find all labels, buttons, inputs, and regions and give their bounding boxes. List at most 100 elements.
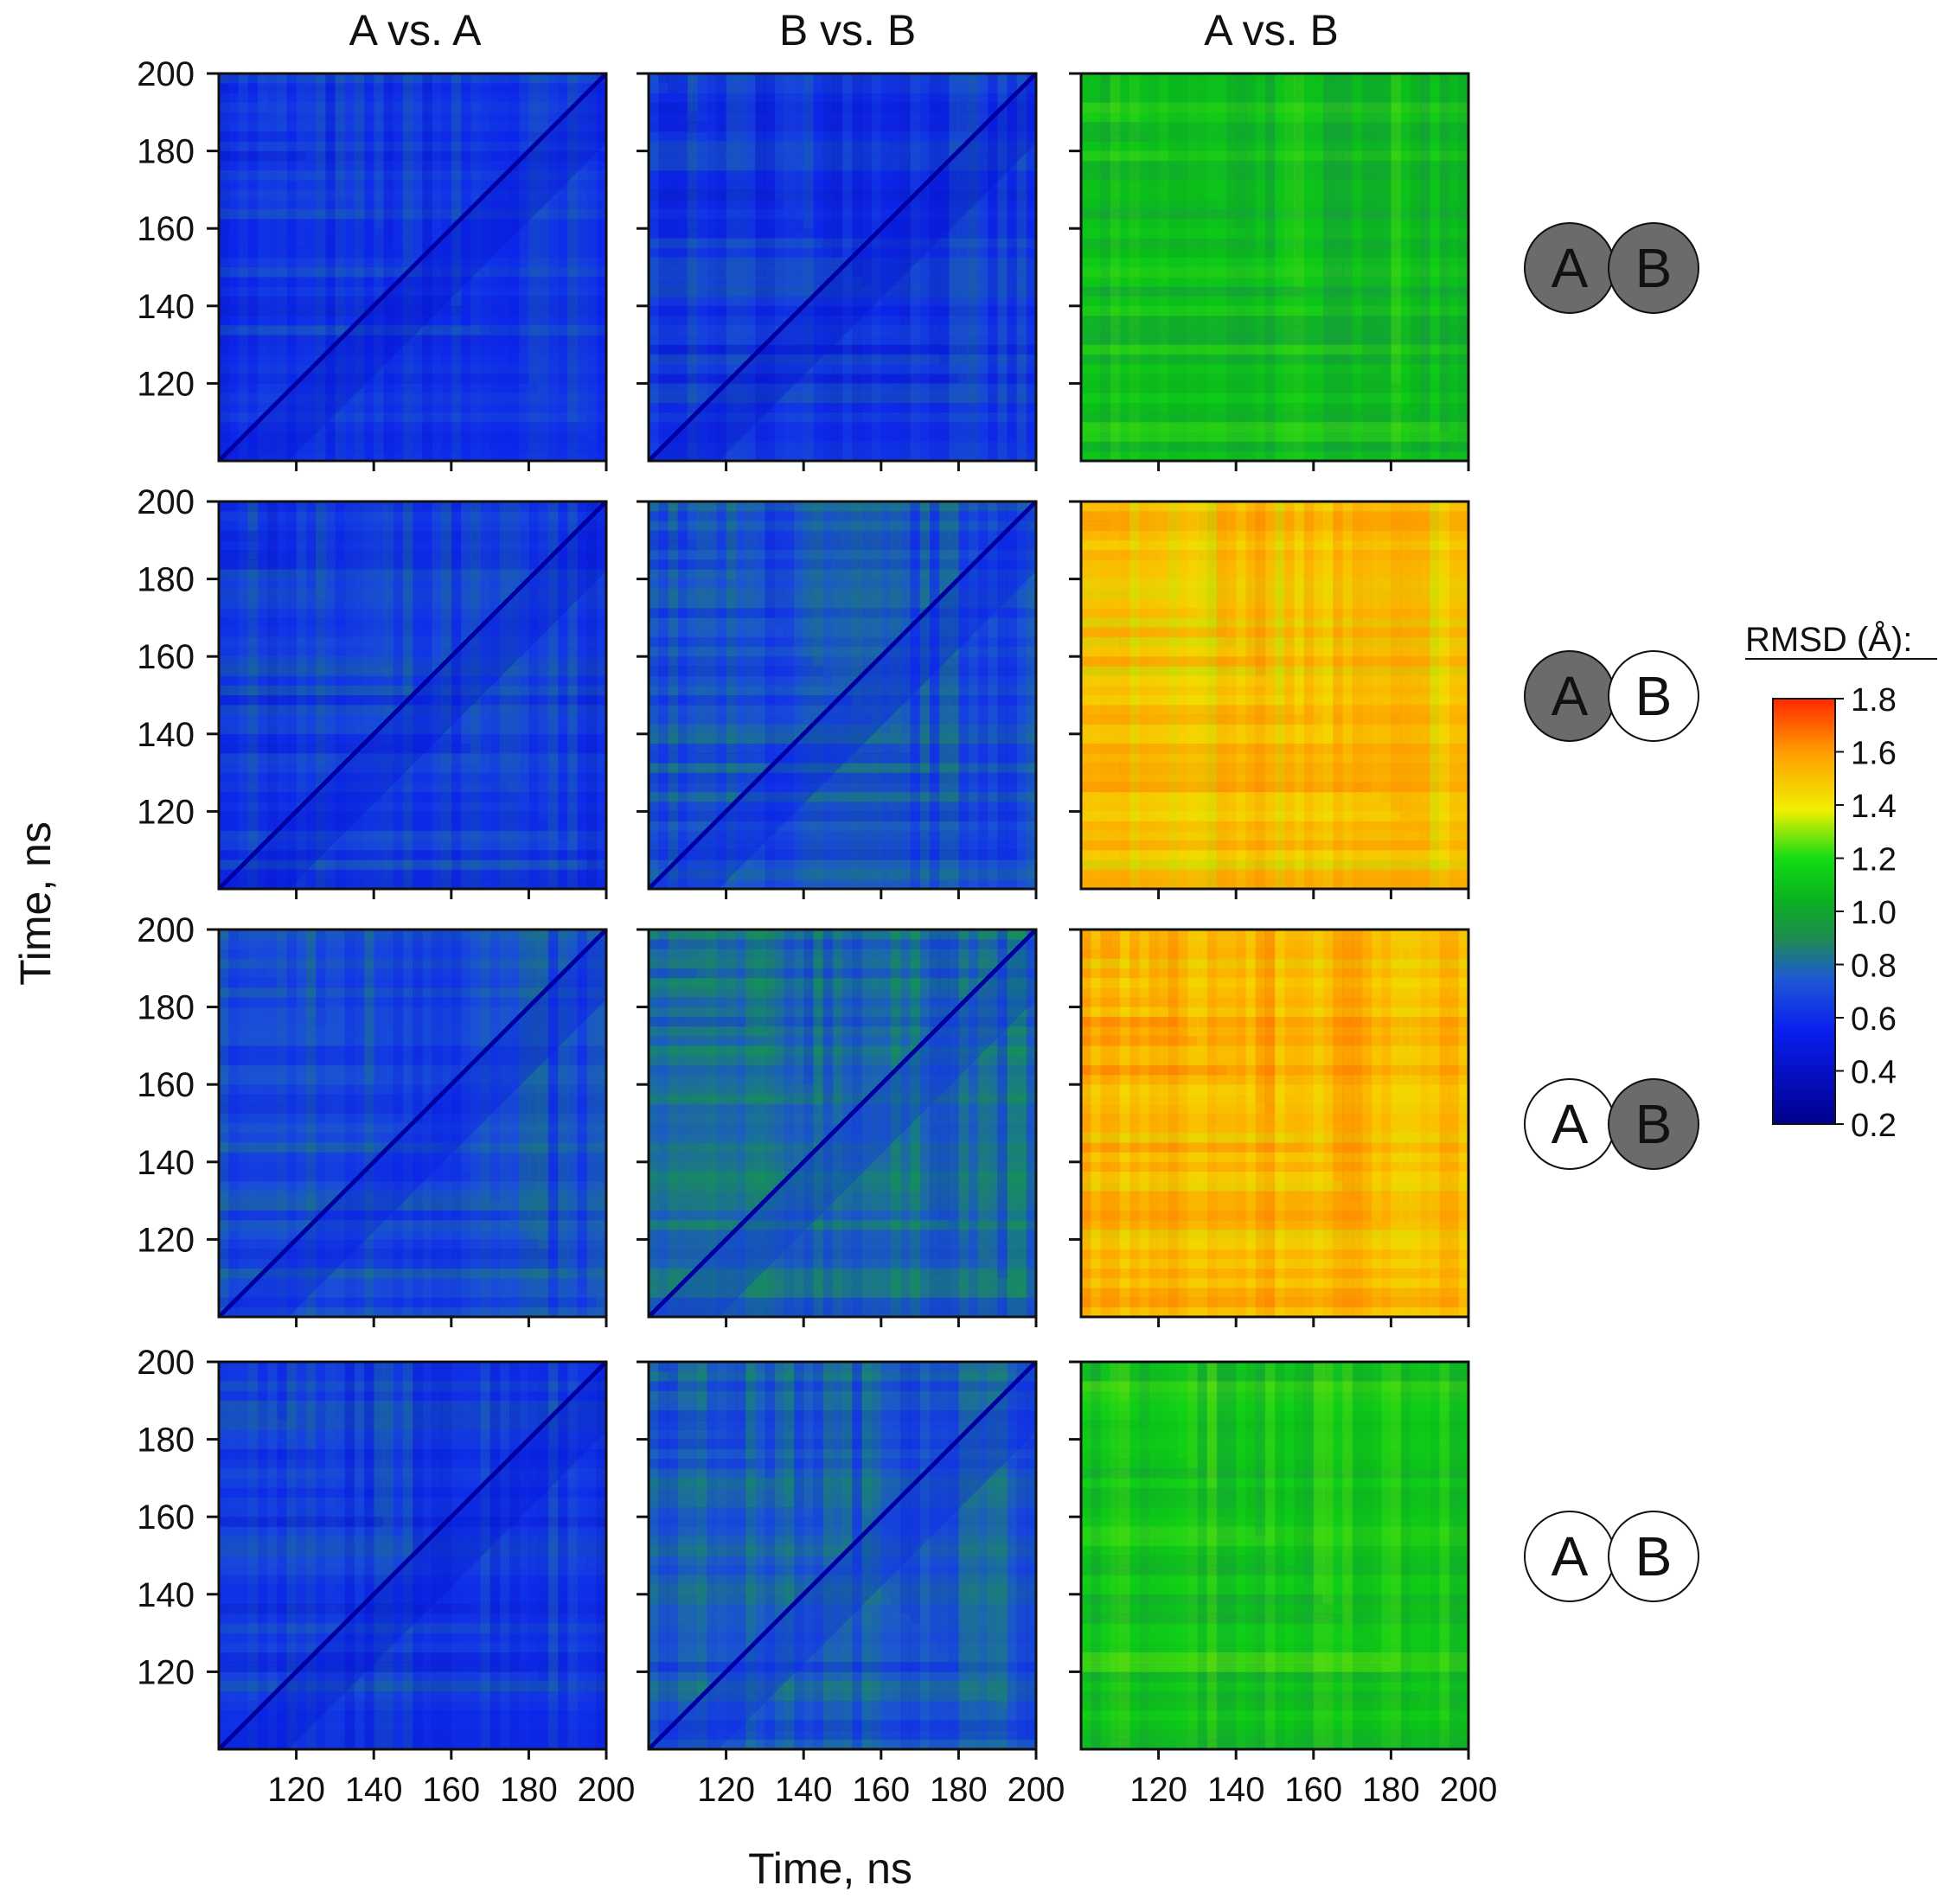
x-tick-label: 200: [578, 1771, 636, 1809]
heatmap-stripe: [451, 73, 462, 461]
panel-frame: [217, 928, 608, 1319]
heatmap-stripe: [1352, 73, 1363, 461]
heatmap-stripe: [219, 930, 229, 1317]
heatmap-stripe: [325, 930, 336, 1317]
heatmap-stripe: [296, 930, 307, 1317]
heatmap-stripe: [219, 987, 606, 998]
heatmap-stripe: [649, 714, 1036, 725]
heatmap-stripe: [219, 1681, 606, 1692]
heatmap-stripe: [1178, 1362, 1188, 1749]
heatmap-stripe: [1081, 744, 1468, 754]
heatmap-stripe: [1081, 1239, 1468, 1250]
heatmap-stripe: [1081, 850, 1468, 860]
heatmap-stripe: [374, 1362, 384, 1749]
heatmap-stripe: [649, 1006, 1036, 1018]
heatmap-stripe: [1313, 502, 1324, 889]
heatmap-stripe: [1081, 636, 1468, 648]
heatmap-stripe: [649, 102, 1036, 113]
heatmap-stripe: [900, 1362, 911, 1749]
heatmap-stripe: [257, 930, 268, 1317]
heatmap-stripe: [219, 1710, 606, 1721]
heatmap-stripe: [1449, 930, 1460, 1317]
heatmap-stripe: [1081, 1652, 1468, 1663]
heatmap-stripe: [1081, 1517, 1468, 1527]
heatmap-stripe: [219, 714, 606, 725]
heatmap-stripe: [1410, 1362, 1421, 1749]
heatmap-stripe: [586, 502, 598, 889]
heatmap-stripe: [813, 1362, 824, 1749]
heatmap-stripe: [649, 1729, 1036, 1741]
heatmap-stripe: [765, 930, 776, 1317]
heatmap-stripe: [1391, 502, 1402, 889]
heatmap-stripe: [649, 383, 1036, 394]
heatmap-stripe: [1091, 930, 1101, 1317]
heatmap-stripe: [649, 305, 1036, 316]
heatmap-stripe: [649, 859, 1036, 871]
heatmap-panel: 120 140 160 180 200: [637, 1360, 1065, 1809]
heatmap-stripe: [219, 1045, 606, 1057]
heatmap-stripe: [1081, 1681, 1468, 1692]
heatmap-stripe: [586, 930, 598, 1317]
x-axis-label: Time, ns: [748, 1844, 912, 1893]
heatmap-stripe: [558, 930, 568, 1317]
heatmap-stripe: [697, 930, 707, 1317]
heatmap-stripe: [649, 1662, 1036, 1672]
heatmap-stripe: [1323, 930, 1334, 1317]
heatmap-stripe: [219, 958, 606, 969]
heatmap-stripe: [219, 1026, 606, 1037]
heatmap-stripe: [364, 502, 374, 889]
heatmap-stripe: [1081, 267, 1468, 278]
heatmap-stripe: [422, 930, 432, 1317]
heatmap-stripe: [219, 1278, 606, 1288]
heatmap-stripe: [538, 73, 549, 461]
heatmap-stripe: [1081, 431, 1468, 443]
heatmap-stripe: [726, 930, 737, 1317]
heatmap-stripe: [649, 1268, 1036, 1279]
heatmap-stripe: [649, 1084, 1036, 1095]
heatmap-stripe: [1081, 939, 1468, 949]
heatmap-stripe: [649, 656, 1036, 667]
heatmap-stripe: [822, 73, 834, 461]
heatmap-stripe: [871, 1362, 882, 1749]
heatmap-stripe: [470, 502, 481, 889]
heatmap-stripe: [219, 502, 606, 512]
heatmap-stripe: [649, 180, 1036, 190]
heatmap-stripe: [1081, 930, 1091, 1317]
heatmap-stripe: [219, 1362, 606, 1372]
heatmap-stripe: [784, 1362, 795, 1749]
heatmap-stripe: [1081, 1459, 1468, 1469]
heatmap-stripe: [335, 73, 346, 461]
heatmap-stripe: [219, 530, 606, 541]
colorbar-tick-label: 1.8: [1851, 682, 1897, 719]
heatmap-stripe: [649, 1045, 1036, 1057]
heatmap-stripe: [228, 930, 239, 1317]
heatmap-stripe: [1081, 102, 1468, 113]
heatmap-stripe: [219, 502, 229, 889]
heatmap-stripe: [1439, 502, 1450, 889]
heatmap-stripe: [1081, 830, 1468, 841]
subunit-b-circle: [1608, 650, 1699, 742]
heatmap-stripe: [668, 930, 679, 1317]
heatmap-stripe: [219, 267, 606, 278]
heatmap-stripe: [402, 73, 413, 461]
heatmap-stripe: [649, 1690, 1036, 1702]
heatmap-stripe: [988, 1362, 998, 1749]
heatmap-stripe: [677, 1362, 688, 1749]
heatmap-stripe: [649, 1487, 1036, 1498]
heatmap-stripe: [1081, 1268, 1468, 1279]
heatmap-stripe: [296, 502, 307, 889]
heatmap-stripes: [1081, 930, 1468, 1317]
heatmap-stripe: [432, 73, 443, 461]
heatmap-stripe: [1081, 412, 1468, 423]
heatmap-stripe: [219, 1123, 606, 1134]
heatmap-stripe: [880, 73, 892, 461]
heatmap-stripe: [997, 1362, 1008, 1749]
heatmap-stripe: [1158, 73, 1169, 461]
heatmap-stripe: [958, 502, 969, 889]
heatmap-stripe: [219, 208, 606, 220]
heatmap-stripe: [219, 1142, 606, 1153]
heatmap-stripe: [1081, 1468, 1468, 1479]
heatmap-stripe: [1081, 131, 1468, 142]
heatmap-stripe: [842, 930, 853, 1317]
